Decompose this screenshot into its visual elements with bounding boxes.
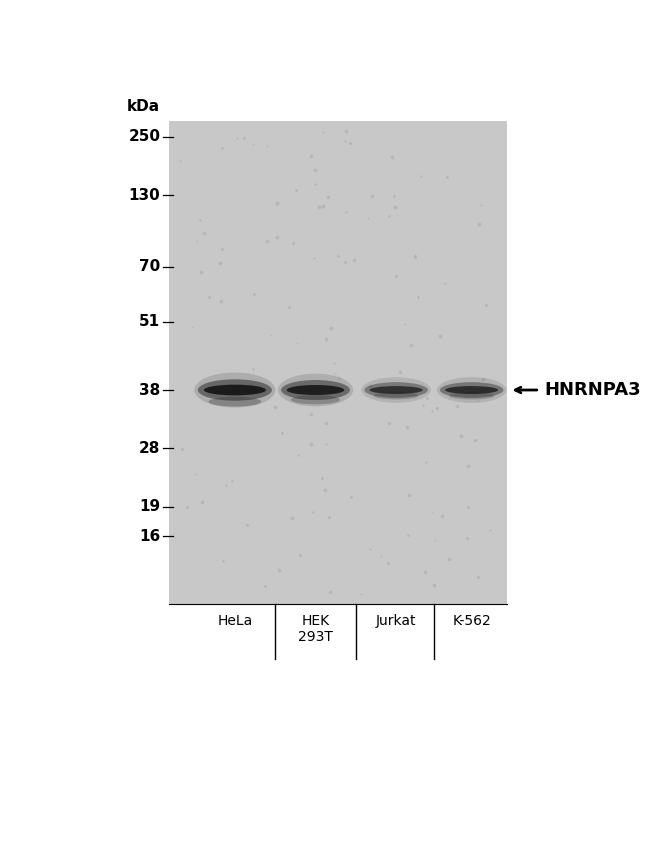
Ellipse shape (365, 382, 428, 398)
Text: 130: 130 (129, 188, 161, 203)
Text: HeLa: HeLa (217, 614, 252, 628)
Ellipse shape (198, 379, 272, 400)
Ellipse shape (287, 385, 344, 395)
Text: Jurkat: Jurkat (376, 614, 417, 628)
Ellipse shape (194, 373, 276, 407)
Ellipse shape (449, 392, 494, 400)
Text: 250: 250 (128, 129, 161, 144)
Text: 28: 28 (139, 441, 161, 456)
Text: 38: 38 (139, 383, 161, 398)
Text: K-562: K-562 (452, 614, 491, 628)
Ellipse shape (361, 377, 431, 403)
Text: HEK
293T: HEK 293T (298, 614, 333, 644)
Ellipse shape (209, 397, 261, 406)
Ellipse shape (281, 380, 350, 400)
Text: HNRNPA3: HNRNPA3 (545, 381, 642, 399)
Ellipse shape (204, 384, 266, 395)
Bar (170, 121, 507, 604)
Text: 51: 51 (139, 314, 161, 330)
Ellipse shape (369, 386, 423, 394)
Ellipse shape (291, 395, 340, 405)
Text: 16: 16 (139, 529, 161, 544)
Text: 70: 70 (139, 259, 161, 274)
Ellipse shape (445, 386, 499, 394)
Ellipse shape (440, 382, 503, 398)
Ellipse shape (278, 373, 353, 406)
Ellipse shape (373, 392, 419, 400)
Ellipse shape (437, 377, 506, 403)
Text: 19: 19 (139, 499, 161, 514)
Text: kDa: kDa (127, 99, 161, 114)
